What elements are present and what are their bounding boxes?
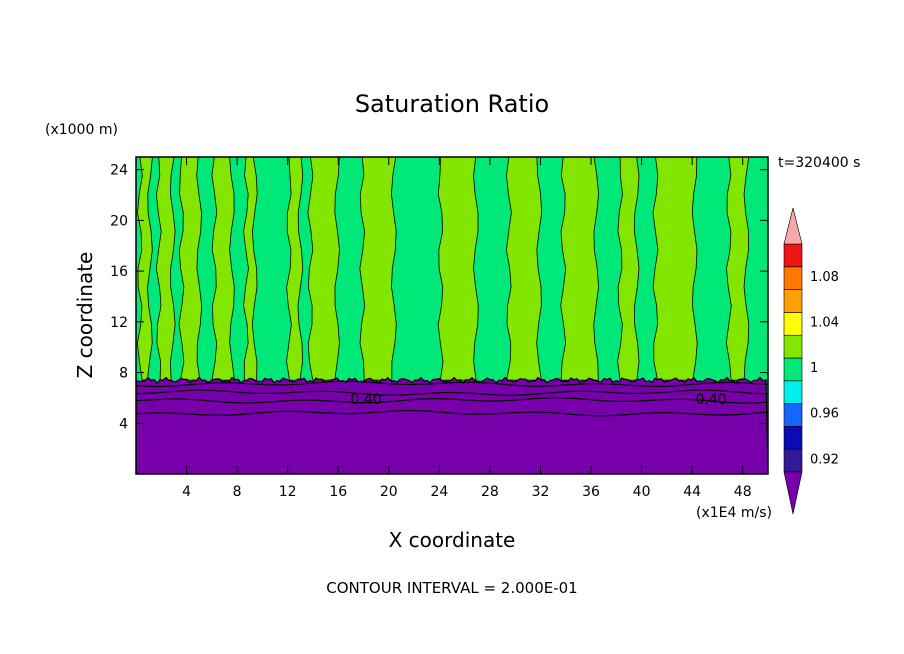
- contour-line: [136, 409, 768, 417]
- x-tick-label: 36: [582, 484, 600, 500]
- colorbar-tick-label: 1.04: [810, 316, 839, 331]
- chart-title: Saturation Ratio: [355, 90, 549, 118]
- colorbar: 0.92 0.96 1 1.04 1.08: [783, 207, 839, 515]
- x-tick-label: 16: [329, 484, 347, 500]
- y-tick-label: 20: [110, 213, 128, 229]
- plot-frame: [135, 156, 769, 475]
- y-tick-label: 4: [119, 416, 128, 432]
- high-saturation-band: [307, 157, 340, 381]
- y-units-label: (x1000 m): [45, 122, 118, 138]
- x-tick-label: 8: [233, 484, 242, 500]
- colorbar-tick-label: 0.96: [810, 407, 839, 422]
- colorbar-segment: [783, 243, 803, 268]
- high-saturation-band: [359, 157, 397, 381]
- high-saturation-band: [652, 157, 698, 381]
- contour-line: [136, 380, 768, 388]
- high-saturation-band: [560, 157, 600, 381]
- time-label: t=320400 s: [778, 155, 860, 171]
- contour-interval-footer: CONTOUR INTERVAL = 2.000E-01: [326, 579, 577, 597]
- high-saturation-band: [437, 157, 479, 381]
- contour-label: 0.40: [350, 392, 381, 408]
- high-saturation-band: [505, 157, 543, 381]
- x-tick-label: 32: [532, 484, 550, 500]
- contour-line: [136, 397, 768, 404]
- colorbar-under-arrow: [783, 471, 803, 515]
- y-tick-label: 8: [119, 366, 128, 382]
- colorbar-tick-label: 1.08: [810, 270, 839, 285]
- colorbar-segment: [783, 312, 803, 336]
- high-saturation-band: [243, 157, 258, 381]
- y-tick-label: 24: [110, 163, 128, 179]
- x-tick-label: 44: [683, 484, 701, 500]
- colorbar-tick-label: 1: [810, 361, 818, 376]
- y-tick-label: 16: [110, 264, 128, 280]
- x-units-label: (x1E4 m/s): [696, 505, 772, 521]
- x-tick-label: 40: [633, 484, 651, 500]
- colorbar-segment: [783, 426, 803, 450]
- x-axis-label: X coordinate: [389, 528, 516, 552]
- x-tick-label: 4: [182, 484, 191, 500]
- colorbar-segment: [783, 289, 803, 313]
- colorbar-segment: [783, 266, 803, 290]
- colorbar-segment: [783, 357, 803, 382]
- contour-label: 0.40: [696, 392, 727, 408]
- colorbar-segment: [783, 380, 803, 404]
- colorbar-tick-label: 0.92: [810, 452, 839, 467]
- x-tick-label: 20: [380, 484, 398, 500]
- y-axis-label: Z coordinate: [73, 252, 97, 379]
- x-tick-label: 24: [430, 484, 448, 500]
- colorbar-segment: [783, 403, 803, 427]
- y-tick-label: 12: [110, 315, 128, 331]
- colorbar-over-arrow: [783, 207, 803, 245]
- x-tick-label: 28: [481, 484, 499, 500]
- colorbar-segment: [783, 448, 803, 473]
- contour-line: [136, 389, 768, 396]
- x-tick-label: 48: [734, 484, 752, 500]
- colorbar-segment: [783, 334, 803, 359]
- x-tick-label: 12: [279, 484, 297, 500]
